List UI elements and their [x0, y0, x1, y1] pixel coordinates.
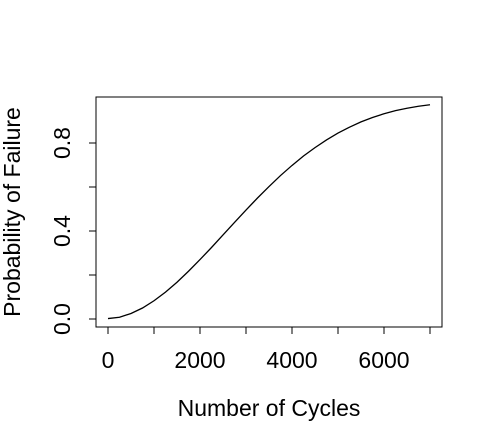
y-axis: 0.0 0.4 0.8 [49, 127, 96, 335]
y-tick-label: 0.8 [49, 127, 75, 159]
x-tick-label: 6000 [358, 347, 409, 373]
x-tick-label: 4000 [266, 347, 317, 373]
x-tick-label: 2000 [174, 347, 225, 373]
x-axis-label: Number of Cycles [178, 395, 361, 421]
y-tick-label: 0.0 [49, 303, 75, 335]
y-tick-label: 0.4 [49, 215, 75, 247]
plot-frame [96, 97, 442, 327]
y-axis-label: Probability of Failure [0, 107, 25, 317]
x-axis: 0 2000 4000 6000 [102, 327, 430, 373]
failure-curve [108, 105, 430, 319]
x-tick-label: 0 [102, 347, 115, 373]
